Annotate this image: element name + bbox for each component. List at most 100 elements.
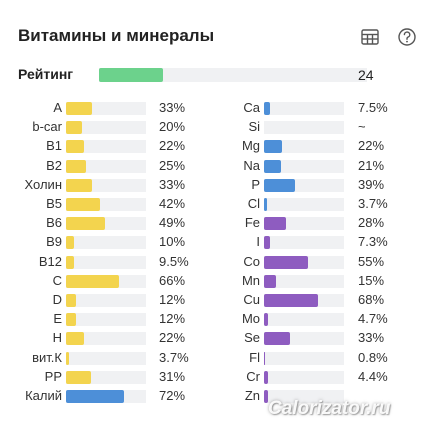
nutrient-row: D 12% [0,291,432,309]
nutrient-bar-track [264,313,344,327]
nutrient-row: PP 31% [0,368,432,386]
nutrient-bar-fill [66,140,84,154]
nutrient-row: Fl 0.8% [0,349,432,367]
nutrient-row: Mn 15% [0,272,432,290]
nutrient-row: B1 22% [0,137,432,155]
nutrient-row: B2 25% [0,157,432,175]
nutrient-row: C 66% [0,272,432,290]
nutrient-label: Co [243,253,260,269]
nutrient-label: B12 [38,253,62,269]
nutrient-bar-track [264,370,344,384]
nutrient-bar-fill [264,102,270,115]
help-icon[interactable] [397,27,417,47]
nutrient-value: 4.4% [358,368,388,384]
nutrient-label: Cu [243,292,260,307]
nutrient-bar-track [264,198,344,211]
nutrient-bar-track [66,390,146,403]
nutrient-bar-fill [66,274,119,288]
nutrient-bar-track [264,274,344,288]
nutrient-row: Cr 4.4% [0,368,432,386]
nutrient-row: Se 33% [0,329,432,347]
nutrient-row: I 7.3% [0,233,432,251]
nutrient-label: вит.К [32,349,62,365]
nutrient-bar-track [264,294,344,307]
nutrient-label: Fl [249,349,260,365]
rating-value: 24 [358,67,374,83]
nutrient-bar-track [66,370,146,384]
nutrient-value: 3.7% [159,349,189,365]
nutrient-row: Cl 3.7% [0,195,432,213]
nutrient-bar-fill [264,274,276,288]
nutrient-bar-track [264,121,344,135]
nutrient-bar-track [66,102,146,115]
nutrient-bar-track [264,159,344,173]
nutrient-value: 10% [159,234,186,250]
nutrient-bar-fill [264,217,287,231]
nutrient-label: Cl [247,196,260,211]
nutrient-bar-track [66,294,146,307]
nutrient-bar-track [264,351,344,365]
nutrient-bar-fill [66,236,74,250]
nutrient-label: Mn [241,272,260,288]
rating-bar-fill [99,68,164,82]
nutrient-label: Na [243,157,260,173]
nutrient-value: 7.5% [358,100,388,115]
nutrient-value: 33% [159,176,186,192]
nutrient-row: вит.К 3.7% [0,349,432,367]
nutrient-bar-fill [66,121,82,135]
nutrient-bar-fill [264,236,270,250]
nutrient-row: Калий 72% [0,387,432,405]
nutrient-bar-fill [264,178,296,192]
nutrient-label: C [52,272,62,288]
nutrient-value: 3.7% [358,196,388,211]
nutrient-row: Cu 68% [0,291,432,309]
nutrient-label: Ca [243,100,260,115]
nutrient-bar-track [66,351,146,365]
nutrient-bar-fill [66,370,91,384]
nutrient-label: b-car [32,119,62,135]
nutrient-row: Ca 7.5% [0,99,432,117]
nutrient-bar-track [66,313,146,327]
nutrient-bar-fill [264,351,265,365]
nutrient-label: Mo [241,311,260,327]
nutrient-bar-track [66,217,146,231]
nutrient-bar-track [264,332,344,346]
nutrient-bar-track [264,390,344,403]
nutrient-bar-fill [264,198,267,211]
nutrient-label: B1 [46,138,62,154]
nutrient-bar-track [264,140,344,154]
nutrient-value: 7.3% [358,234,388,250]
nutrient-row: B12 9.5% [0,253,432,271]
table-icon[interactable] [360,27,380,47]
nutrient-bar-track [66,121,146,135]
nutrient-bar-fill [66,217,106,231]
nutrient-row: Fe 28% [0,214,432,232]
nutrient-value: 25% [159,157,186,173]
nutrient-value: 9.5% [159,253,189,269]
nutrient-row: B9 10% [0,233,432,251]
nutrient-label: B6 [46,215,62,231]
nutrient-row: Mo 4.7% [0,310,432,328]
nutrient-value: 68% [358,292,385,307]
nutrient-value: 39% [358,176,385,192]
nutrient-row: A 33% [0,99,432,117]
nutrient-row: Co 55% [0,253,432,271]
nutrient-bar-track [264,102,344,115]
nutrient-bar-track [264,236,344,250]
nutrient-bar-track [264,255,344,269]
nutrient-value: 33% [159,100,186,115]
nutrient-label: Холин [24,176,63,192]
nutrient-bar-track [66,159,146,173]
nutrient-row: B6 49% [0,214,432,232]
nutrient-value: 22% [358,138,385,154]
nutrient-label: E [53,311,62,327]
rating-bar-track [99,68,367,82]
nutrient-bar-fill [66,351,69,365]
nutrient-row: b-car 20% [0,118,432,136]
nutrient-bar-fill [264,159,281,173]
nutrient-bar-track [66,140,146,154]
nutrient-value: 4.7% [358,311,388,327]
nutrient-value: 22% [159,138,186,154]
nutrient-bar-track [66,274,146,288]
nutrient-value: 20% [159,119,186,135]
